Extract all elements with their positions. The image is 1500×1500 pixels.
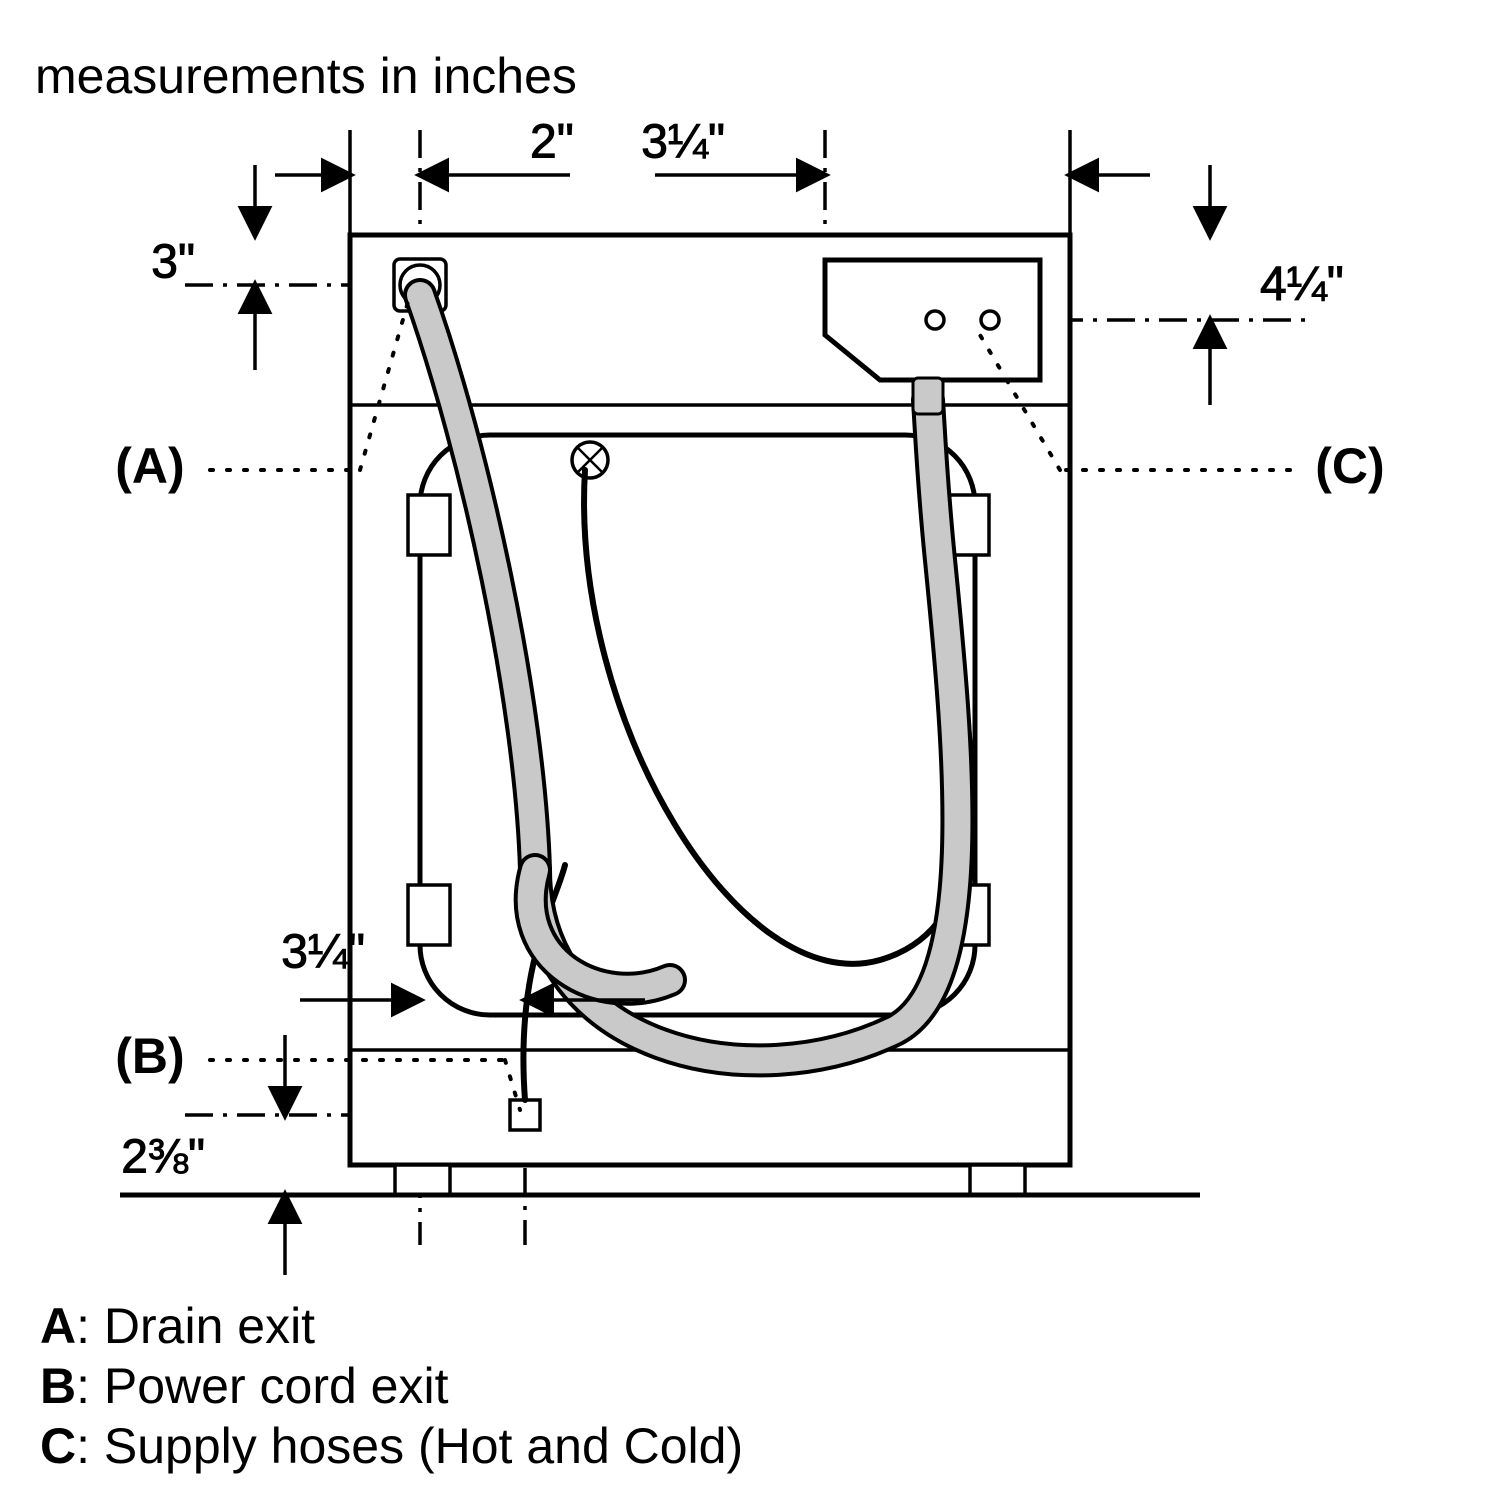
legend-a: A: Drain exit [40, 1298, 315, 1354]
svg-text:3": 3" [151, 236, 195, 289]
svg-text:4¼": 4¼" [1260, 258, 1344, 311]
appliance-rear-diagram: measurements in inches 2"3¼"3"4¼"3¼"2⅜" … [0, 0, 1500, 1500]
diagram-title: measurements in inches [35, 48, 577, 104]
svg-text:2⅜": 2⅜" [121, 1131, 205, 1184]
legend-b: B: Power cord exit [40, 1358, 449, 1414]
svg-text:3¼": 3¼" [281, 926, 365, 979]
svg-text:(B): (B) [115, 1028, 184, 1084]
svg-text:2": 2" [530, 116, 574, 169]
svg-text:(A): (A) [115, 438, 184, 494]
svg-text:3¼": 3¼" [641, 116, 725, 169]
legend-c: C: Supply hoses (Hot and Cold) [40, 1418, 743, 1474]
svg-text:(C): (C) [1315, 438, 1384, 494]
legend: A: Drain exit B: Power cord exit C: Supp… [40, 1298, 743, 1474]
